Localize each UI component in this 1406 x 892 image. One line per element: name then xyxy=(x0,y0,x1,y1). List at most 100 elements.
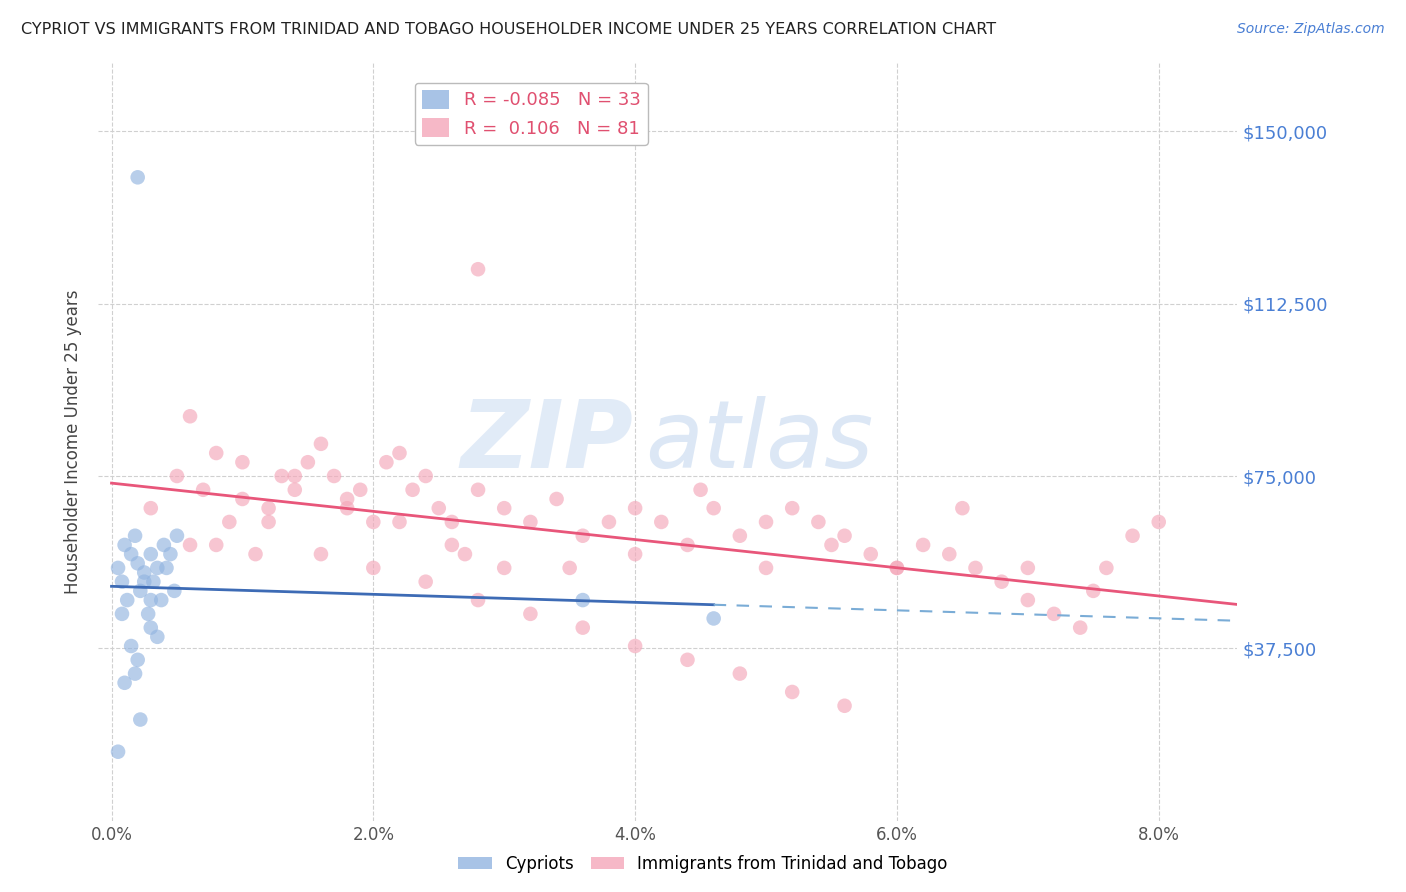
Point xyxy=(375,455,398,469)
Point xyxy=(136,607,159,621)
Point xyxy=(440,538,463,552)
Point xyxy=(107,745,129,759)
Point xyxy=(146,561,169,575)
Point xyxy=(886,561,908,575)
Point xyxy=(134,566,156,580)
Point xyxy=(150,593,173,607)
Point xyxy=(363,515,385,529)
Point xyxy=(1122,529,1144,543)
Point xyxy=(807,515,830,529)
Point xyxy=(519,515,541,529)
Point xyxy=(780,685,803,699)
Point xyxy=(467,483,489,497)
Point xyxy=(689,483,711,497)
Point xyxy=(166,529,188,543)
Point xyxy=(179,409,201,424)
Point xyxy=(1083,583,1105,598)
Point xyxy=(179,538,201,552)
Point xyxy=(363,561,385,575)
Point xyxy=(129,713,152,727)
Point xyxy=(415,469,437,483)
Point xyxy=(571,593,593,607)
Point xyxy=(139,621,162,635)
Point xyxy=(139,501,162,516)
Point xyxy=(111,574,134,589)
Point xyxy=(127,557,149,571)
Point xyxy=(494,561,516,575)
Text: ZIP: ZIP xyxy=(461,395,634,488)
Point xyxy=(950,501,973,516)
Point xyxy=(111,607,134,621)
Point xyxy=(427,501,450,516)
Point xyxy=(231,455,253,469)
Point xyxy=(467,593,489,607)
Point xyxy=(703,611,725,625)
Point xyxy=(415,574,437,589)
Point xyxy=(624,547,647,561)
Point xyxy=(129,583,152,598)
Point xyxy=(676,538,699,552)
Point xyxy=(309,547,332,561)
Point xyxy=(284,469,307,483)
Point xyxy=(912,538,935,552)
Point xyxy=(191,483,214,497)
Point xyxy=(309,437,332,451)
Point xyxy=(155,561,177,575)
Point xyxy=(624,639,647,653)
Point xyxy=(755,515,778,529)
Point xyxy=(780,501,803,516)
Point xyxy=(546,491,568,506)
Point xyxy=(676,653,699,667)
Point xyxy=(519,607,541,621)
Point xyxy=(297,455,319,469)
Point xyxy=(388,515,411,529)
Point xyxy=(257,515,280,529)
Point xyxy=(139,593,162,607)
Text: Source: ZipAtlas.com: Source: ZipAtlas.com xyxy=(1237,22,1385,37)
Point xyxy=(127,653,149,667)
Point xyxy=(728,666,751,681)
Point xyxy=(124,529,146,543)
Point xyxy=(142,574,165,589)
Point xyxy=(284,483,307,497)
Point xyxy=(124,666,146,681)
Legend: R = -0.085   N = 33, R =  0.106   N = 81: R = -0.085 N = 33, R = 0.106 N = 81 xyxy=(415,83,648,145)
Y-axis label: Householder Income Under 25 years: Householder Income Under 25 years xyxy=(65,289,83,594)
Point xyxy=(323,469,346,483)
Point xyxy=(114,675,136,690)
Point xyxy=(728,529,751,543)
Point xyxy=(336,501,359,516)
Text: CYPRIOT VS IMMIGRANTS FROM TRINIDAD AND TOBAGO HOUSEHOLDER INCOME UNDER 25 YEARS: CYPRIOT VS IMMIGRANTS FROM TRINIDAD AND … xyxy=(21,22,997,37)
Point xyxy=(859,547,882,561)
Point xyxy=(120,547,142,561)
Point xyxy=(938,547,960,561)
Point xyxy=(454,547,477,561)
Point xyxy=(467,262,489,277)
Point xyxy=(127,170,149,185)
Point xyxy=(270,469,292,483)
Point xyxy=(163,583,186,598)
Point xyxy=(218,515,240,529)
Point xyxy=(134,574,156,589)
Point xyxy=(440,515,463,529)
Point xyxy=(205,538,228,552)
Point xyxy=(990,574,1012,589)
Point xyxy=(115,593,138,607)
Point xyxy=(245,547,267,561)
Point xyxy=(107,561,129,575)
Point xyxy=(1017,561,1039,575)
Text: atlas: atlas xyxy=(645,396,873,487)
Point xyxy=(166,469,188,483)
Point xyxy=(624,501,647,516)
Point xyxy=(114,538,136,552)
Point xyxy=(494,501,516,516)
Point xyxy=(257,501,280,516)
Point xyxy=(598,515,620,529)
Point xyxy=(886,561,908,575)
Point xyxy=(159,547,181,561)
Point xyxy=(650,515,672,529)
Point xyxy=(401,483,423,497)
Point xyxy=(703,501,725,516)
Point xyxy=(1147,515,1170,529)
Point xyxy=(558,561,581,575)
